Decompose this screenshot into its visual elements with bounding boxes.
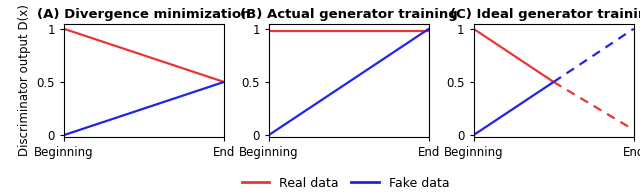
Legend: Real data, Fake data: Real data, Fake data — [242, 177, 449, 190]
Title: (A) Divergence minimization: (A) Divergence minimization — [37, 8, 251, 21]
Title: (B) Actual generator training: (B) Actual generator training — [240, 8, 458, 21]
Y-axis label: Discriminator output D(x): Discriminator output D(x) — [18, 5, 31, 156]
Title: (C) Ideal generator training: (C) Ideal generator training — [450, 8, 640, 21]
